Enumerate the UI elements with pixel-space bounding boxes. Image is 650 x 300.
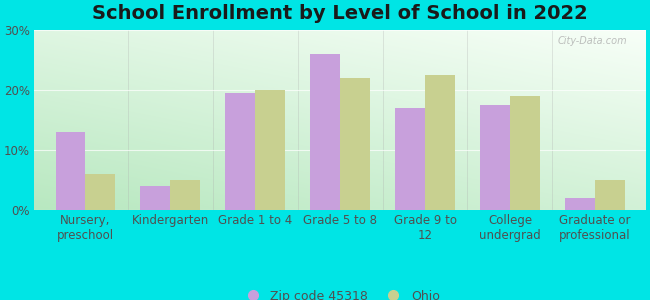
Bar	[565, 198, 595, 210]
Text: City-Data.com: City-Data.com	[558, 36, 627, 46]
Title: School Enrollment by Level of School in 2022: School Enrollment by Level of School in …	[92, 4, 588, 23]
Bar	[510, 96, 540, 210]
Bar	[395, 108, 425, 210]
Legend: Zip code 45318, Ohio: Zip code 45318, Ohio	[235, 284, 445, 300]
Bar	[480, 105, 510, 210]
Bar	[310, 54, 340, 210]
Bar	[340, 78, 370, 210]
Bar	[170, 180, 200, 210]
Bar	[140, 186, 170, 210]
Bar	[55, 132, 85, 210]
Bar	[255, 90, 285, 210]
Bar	[85, 174, 115, 210]
Bar	[226, 93, 255, 210]
Bar	[425, 75, 455, 210]
Bar	[595, 180, 625, 210]
